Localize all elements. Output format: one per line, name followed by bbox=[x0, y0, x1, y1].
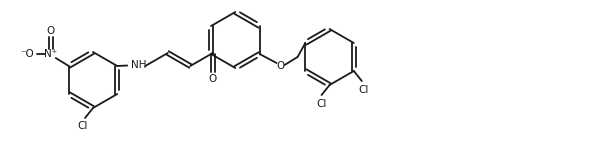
Text: N⁺: N⁺ bbox=[44, 49, 58, 59]
Text: O: O bbox=[277, 61, 285, 71]
Text: Cl: Cl bbox=[316, 99, 327, 109]
Text: O: O bbox=[209, 74, 217, 84]
Text: O: O bbox=[47, 26, 55, 36]
Text: Cl: Cl bbox=[78, 121, 88, 131]
Text: ⁻O: ⁻O bbox=[20, 49, 34, 59]
Text: Cl: Cl bbox=[359, 85, 369, 95]
Text: NH: NH bbox=[131, 60, 147, 70]
